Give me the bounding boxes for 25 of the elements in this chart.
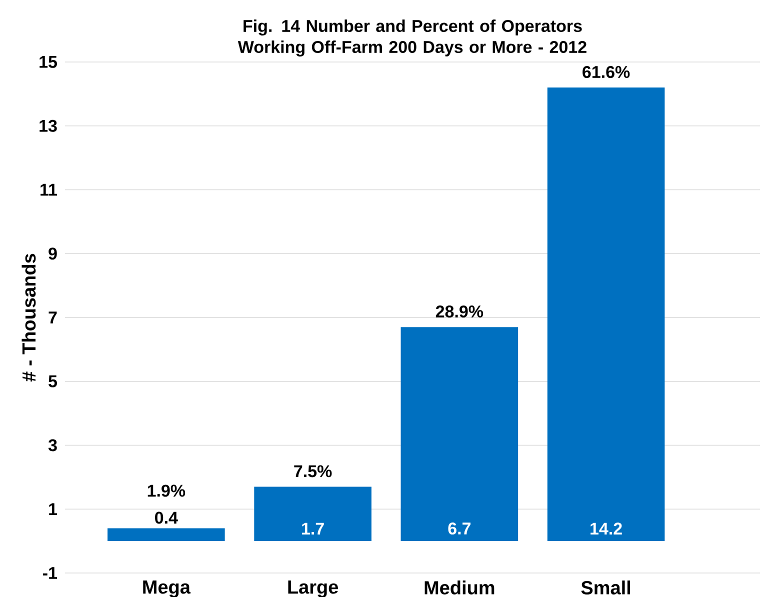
bar bbox=[400, 327, 518, 542]
bar bbox=[254, 486, 372, 542]
data-label: 6.7 bbox=[448, 522, 470, 535]
y-tick-label: -1 bbox=[43, 567, 58, 579]
y-tick-label: 1 bbox=[49, 503, 58, 515]
x-tick-label: Small bbox=[581, 580, 630, 594]
y-tick-label: 15 bbox=[40, 56, 58, 68]
y-tick-label: 7 bbox=[48, 312, 57, 324]
data-label: 14.2 bbox=[590, 522, 622, 535]
bar bbox=[547, 88, 665, 542]
y-tick-label: 3 bbox=[48, 439, 57, 452]
bar bbox=[108, 528, 225, 542]
y-tick-label: 5 bbox=[48, 375, 58, 388]
chart-title: Fig. 14 Number and Percent of Operators Working Off-Farm 200 Days or More - 2012 bbox=[238, 20, 586, 56]
y-tick-label: 9 bbox=[48, 248, 57, 260]
annotation: 61.6% bbox=[582, 66, 630, 78]
y-tick-label: 13 bbox=[40, 120, 57, 132]
x-tick-label: Medium bbox=[424, 580, 494, 594]
annotation: 28.9% bbox=[436, 306, 484, 318]
annotation: 7.5% bbox=[294, 465, 332, 478]
data-label: 0.4 bbox=[155, 512, 178, 524]
y-axis-title: # - Thousands bbox=[22, 254, 36, 382]
annotation: 1.9% bbox=[148, 484, 186, 497]
data-label: 1.7 bbox=[302, 522, 324, 535]
y-tick-label: 11 bbox=[40, 184, 58, 196]
